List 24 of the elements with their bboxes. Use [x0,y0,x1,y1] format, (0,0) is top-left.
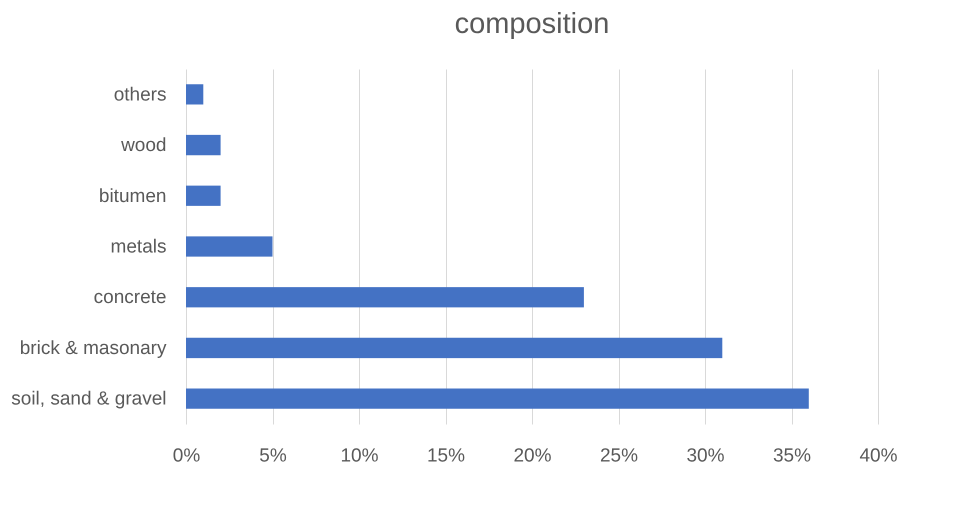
y-tick-label: others [114,84,166,106]
bar [186,338,722,358]
y-tick-label: metals [110,236,166,258]
y-tick-label: bitumen [98,186,166,207]
bar [186,236,272,257]
bar [186,84,204,104]
x-tick-label: 35% [772,446,812,466]
x-tick-label: 5% [259,446,287,466]
x-tick-label: 40% [859,446,898,466]
x-tick-label: 20% [513,446,552,466]
bar [186,388,809,409]
bar [186,134,221,156]
x-tick-label: 25% [600,446,638,466]
bar [186,287,584,308]
x-tick-label: 10% [340,446,379,466]
x-tick-label: 30% [686,446,725,466]
y-tick-label: soil, sand & gravel [11,388,166,410]
y-tick-label: concrete [94,287,166,308]
y-tick-label: brick & masonary [20,338,167,359]
chart-title: composition [454,8,610,40]
x-tick-label: 0% [172,446,200,466]
y-tick-label: wood [120,135,166,156]
bar [186,186,221,206]
x-tick-label: 15% [426,446,466,466]
